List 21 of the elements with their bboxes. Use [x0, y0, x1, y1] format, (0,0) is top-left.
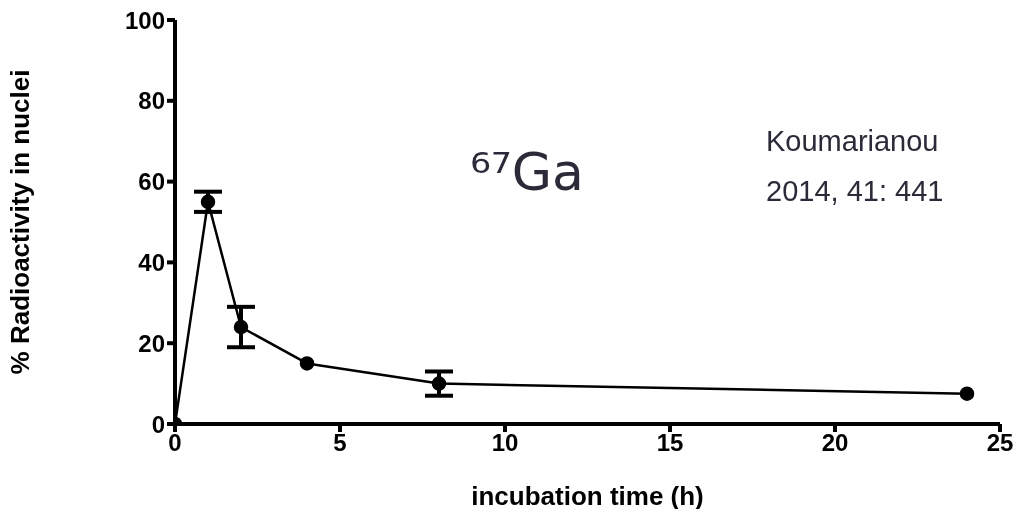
x-tick-label: 0	[168, 429, 182, 457]
x-tick-label: 5	[333, 429, 347, 457]
annotation: ⁶⁷Ga	[470, 142, 584, 202]
point	[200, 194, 216, 210]
y-axis-title: % Radioactivity in nuclei	[5, 69, 36, 375]
annotation: Koumarianou	[766, 124, 940, 159]
x-tick-label: 10	[491, 429, 519, 457]
annotation: 2014, 41: 441	[766, 174, 944, 209]
x-tick-label: 20	[821, 429, 849, 457]
y-tick-label: 40	[138, 248, 165, 276]
y-tick-label: 100	[124, 6, 165, 34]
y-tick-label: 80	[138, 87, 165, 115]
x-tick-label: 25	[986, 429, 1014, 457]
y-tick-label: 20	[138, 329, 165, 357]
point	[299, 356, 315, 371]
x-tick-label: 15	[656, 429, 684, 457]
point	[431, 376, 447, 391]
y-tick-label: 60	[138, 168, 165, 196]
point	[959, 386, 975, 401]
point	[233, 319, 249, 335]
y-tick-label: 0	[151, 410, 165, 438]
